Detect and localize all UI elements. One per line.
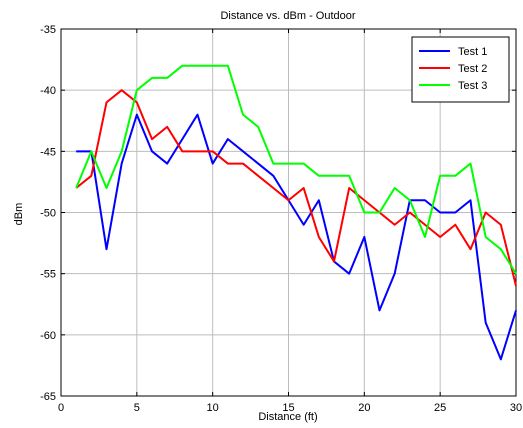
axis-ticks: 0 5 10 15 20 25 30 -65 -60 -55 -50 -45 -40 -35 [40, 24, 522, 414]
x-tick-label: 30 [510, 402, 522, 414]
y-tick-label: -55 [40, 269, 56, 281]
series-line-1 [76, 113, 517, 361]
legend-label: Test 2 [458, 63, 487, 75]
series-line-3 [75, 64, 517, 275]
y-tick-label: -50 [40, 208, 56, 220]
y-tick-label: -40 [40, 85, 56, 97]
legend-box [411, 36, 510, 103]
x-tick-label: 25 [434, 402, 446, 414]
x-tick-label: 10 [207, 402, 219, 414]
y-tick-label: -35 [40, 24, 56, 36]
series-lines [75, 64, 517, 361]
legend-label: Test 3 [458, 80, 487, 92]
y-axis-label: dBm [13, 203, 25, 226]
legend: Test 1 Test 2 Test 3 [411, 36, 510, 103]
y-tick-label: -60 [40, 330, 56, 342]
chart-title: Distance vs. dBm - Outdoor [220, 10, 355, 22]
legend-label: Test 1 [458, 46, 487, 58]
x-axis-label: Distance (ft) [258, 411, 317, 423]
x-tick-label: 20 [358, 402, 370, 414]
series-line-2 [75, 89, 517, 287]
y-tick-label: -45 [40, 146, 56, 158]
y-tick-label: -65 [40, 391, 56, 403]
x-tick-label: 5 [134, 402, 140, 414]
x-tick-label: 15 [282, 402, 294, 414]
x-tick-label: 0 [58, 402, 64, 414]
